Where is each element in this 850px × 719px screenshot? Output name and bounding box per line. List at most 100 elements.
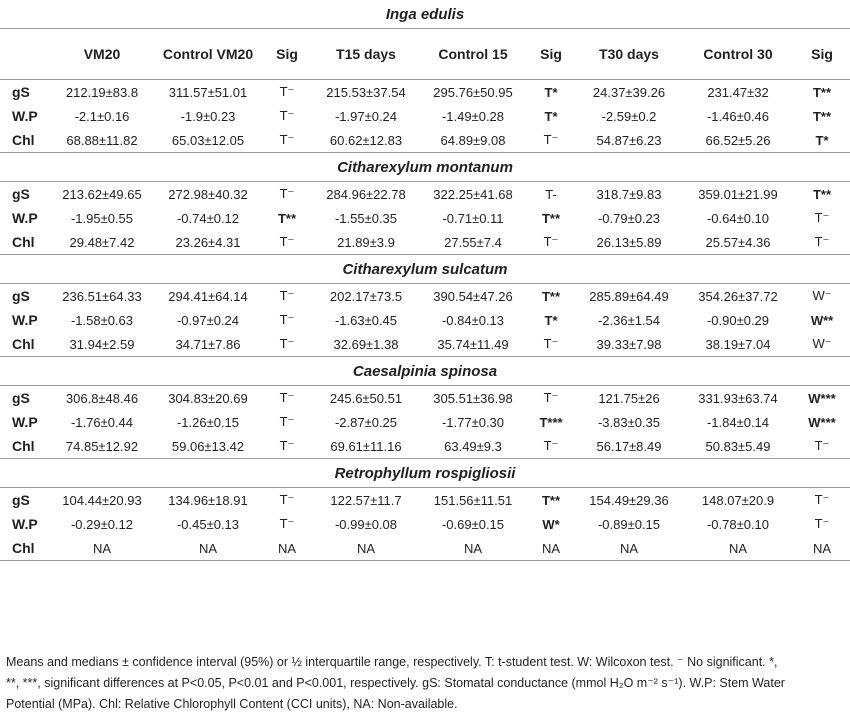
value-cell: 272.98±40.32 (168, 186, 248, 202)
row-label: W.P (12, 210, 38, 226)
table-row: gS 306.8±48.46 304.83±20.69 T⁻ 245.6±50.51 30… (0, 386, 850, 411)
table-row: gS 212.19±83.8 311.57±51.01 T⁻ 215.53±37.54 2… (0, 80, 850, 105)
species-name: Citharexylum sulcatum (0, 254, 850, 284)
sig-cell: T⁻ (814, 492, 830, 507)
sig-cell: T** (277, 210, 297, 226)
sig-cell: W** (810, 312, 834, 328)
value-cell: NA (154, 536, 262, 561)
sig-cell: NA (794, 536, 850, 561)
row-label: Chl (0, 128, 50, 153)
species-row: Retrophyllum rospigliosii (0, 458, 850, 488)
sig-cell: T⁻ (262, 128, 312, 153)
table-row: W.P -1.76±0.44 -1.26±0.15 T⁻ -2.87±0.25 -1.77… (0, 410, 850, 434)
sig-cell: T⁻ (526, 434, 576, 459)
value-cell: NA (576, 536, 682, 561)
row-label: W.P (12, 108, 38, 124)
sig-cell: W* (542, 516, 560, 532)
header-blank (0, 28, 50, 80)
value-cell: -2.36±1.54 (597, 312, 661, 328)
row-label: gS (12, 390, 30, 406)
value-cell: 295.76±50.95 (433, 84, 513, 100)
column-header: Sig (526, 28, 576, 80)
sig-cell: T- (545, 186, 557, 202)
footnote-line-2: **, ***, significant differences at P<0.… (6, 676, 785, 690)
value-cell: -1.97±0.24 (334, 108, 398, 124)
value-cell: -1.9±0.23 (180, 108, 236, 124)
value-cell: 306.8±48.46 (65, 390, 139, 406)
value-cell: 56.17±8.49 (576, 434, 682, 459)
sig-cell: T⁻ (262, 332, 312, 357)
value-cell: -1.26±0.15 (176, 414, 240, 430)
value-cell: 35.74±11.49 (420, 332, 526, 357)
sig-cell: W⁻ (812, 288, 832, 303)
value-cell: 151.56±11.51 (433, 492, 513, 508)
value-cell: -1.58±0.63 (70, 312, 134, 328)
sig-cell: W⁻ (794, 332, 850, 357)
value-cell: -0.64±0.10 (706, 210, 770, 226)
sig-cell: T⁻ (279, 186, 295, 201)
column-header: Control 15 (420, 28, 526, 80)
value-cell: 148.07±20.9 (701, 492, 775, 508)
row-label: gS (12, 186, 30, 202)
value-cell: 24.37±39.26 (592, 84, 666, 100)
sig-cell: T*** (539, 414, 563, 430)
row-label: gS (12, 288, 30, 304)
species-row: Citharexylum sulcatum (0, 254, 850, 284)
value-cell: -0.97±0.24 (176, 312, 240, 328)
value-cell: 54.87±6.23 (576, 128, 682, 153)
sig-cell: T⁻ (279, 108, 295, 123)
value-cell: 27.55±7.4 (420, 230, 526, 255)
value-cell: -0.78±0.10 (706, 516, 770, 532)
value-cell: 202.17±73.5 (329, 288, 403, 304)
sig-cell: T⁻ (814, 516, 830, 531)
results-table: Inga edulis VM20 Control VM20 Sig T15 days Co… (0, 0, 850, 561)
sig-cell: T⁻ (794, 434, 850, 459)
sig-cell: W*** (808, 414, 836, 430)
value-cell: 66.52±5.26 (682, 128, 794, 153)
value-cell: -1.76±0.44 (70, 414, 134, 430)
sig-cell: T** (812, 84, 832, 100)
value-cell: -1.84±0.14 (706, 414, 770, 430)
row-label: W.P (12, 312, 38, 328)
value-cell: 74.85±12.92 (50, 434, 154, 459)
species-name: Caesalpinia spinosa (0, 356, 850, 386)
table-body: Inga edulis VM20 Control VM20 Sig T15 days Co… (0, 0, 850, 561)
value-cell: 25.57±4.36 (682, 230, 794, 255)
value-cell: 134.96±18.91 (168, 492, 248, 508)
value-cell: -0.90±0.29 (706, 312, 770, 328)
sig-cell: T⁻ (543, 390, 559, 405)
sig-cell: T* (544, 108, 558, 124)
sig-cell: NA (526, 536, 576, 561)
value-cell: 38.19±7.04 (682, 332, 794, 357)
column-header: Sig (262, 28, 312, 80)
value-cell: 23.26±4.31 (154, 230, 262, 255)
column-header-row: VM20 Control VM20 Sig T15 days Control 15 Sig… (0, 28, 850, 80)
table-row: Chl 29.48±7.42 23.26±4.31 T⁻ 21.89±3.9 27.55±… (0, 230, 850, 255)
sig-cell: T⁻ (279, 414, 295, 429)
value-cell: 29.48±7.42 (50, 230, 154, 255)
value-cell: 318.7±9.83 (596, 186, 662, 202)
table-row: W.P -2.1±0.16 -1.9±0.23 T⁻ -1.97±0.24 -1.49±0… (0, 104, 850, 128)
value-cell: NA (420, 536, 526, 561)
value-cell: 212.19±83.8 (65, 84, 139, 100)
value-cell: 26.13±5.89 (576, 230, 682, 255)
value-cell: 215.53±37.54 (326, 84, 406, 100)
value-cell: 331.93±63.74 (698, 390, 778, 406)
value-cell: -0.29±0.12 (70, 516, 134, 532)
value-cell: 236.51±64.33 (62, 288, 142, 304)
value-cell: 32.69±1.38 (312, 332, 420, 357)
table-row: Chl NA NA NA NA NA NA NA NA NA (0, 536, 850, 561)
value-cell: 284.96±22.78 (326, 186, 406, 202)
sig-cell: T⁻ (526, 332, 576, 357)
value-cell: 359.01±21.99 (698, 186, 778, 202)
sig-cell: T* (544, 84, 558, 100)
column-header: Control VM20 (154, 28, 262, 80)
column-header: VM20 (50, 28, 154, 80)
table-row: Chl 68.88±11.82 65.03±12.05 T⁻ 60.62±12.83 64… (0, 128, 850, 153)
value-cell: 69.61±11.16 (312, 434, 420, 459)
sig-cell: T⁻ (526, 230, 576, 255)
row-label: Chl (0, 230, 50, 255)
sig-cell: T** (541, 492, 561, 508)
value-cell: 294.41±64.14 (168, 288, 248, 304)
